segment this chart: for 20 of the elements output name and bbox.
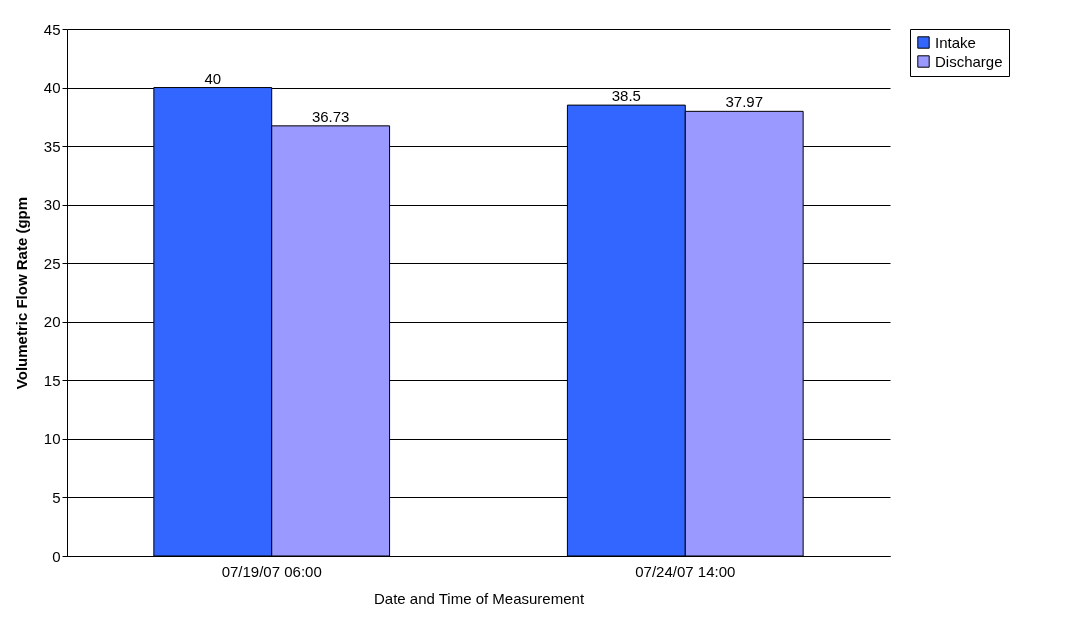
y-axis-title: Volumetric Flow Rate (gpm [12,196,30,390]
data-label: 40 [204,69,222,87]
y-tick-label: 5 [52,488,61,506]
y-tick-label: 40 [43,79,61,97]
x-tick-label: 07/19/07 06:00 [221,562,322,580]
data-label: 37.97 [725,93,763,111]
legend-label: Discharge [935,52,1003,70]
y-tick-label: 45 [43,20,61,38]
y-tick-label: 30 [43,196,61,214]
legend-label: Intake [935,33,976,51]
y-tick-label: 20 [43,313,61,331]
data-label: 38.5 [611,87,641,105]
y-tick-label: 10 [43,430,61,448]
y-tick-label: 15 [43,371,61,389]
x-tick-label: 07/24/07 14:00 [635,562,736,580]
y-tick-label: 25 [43,254,61,272]
data-label: 36.73 [311,107,350,125]
y-tick-label: 35 [43,137,61,155]
y-tick-label: 0 [52,547,61,565]
x-axis-title: Date and Time of Measurement [373,589,585,607]
